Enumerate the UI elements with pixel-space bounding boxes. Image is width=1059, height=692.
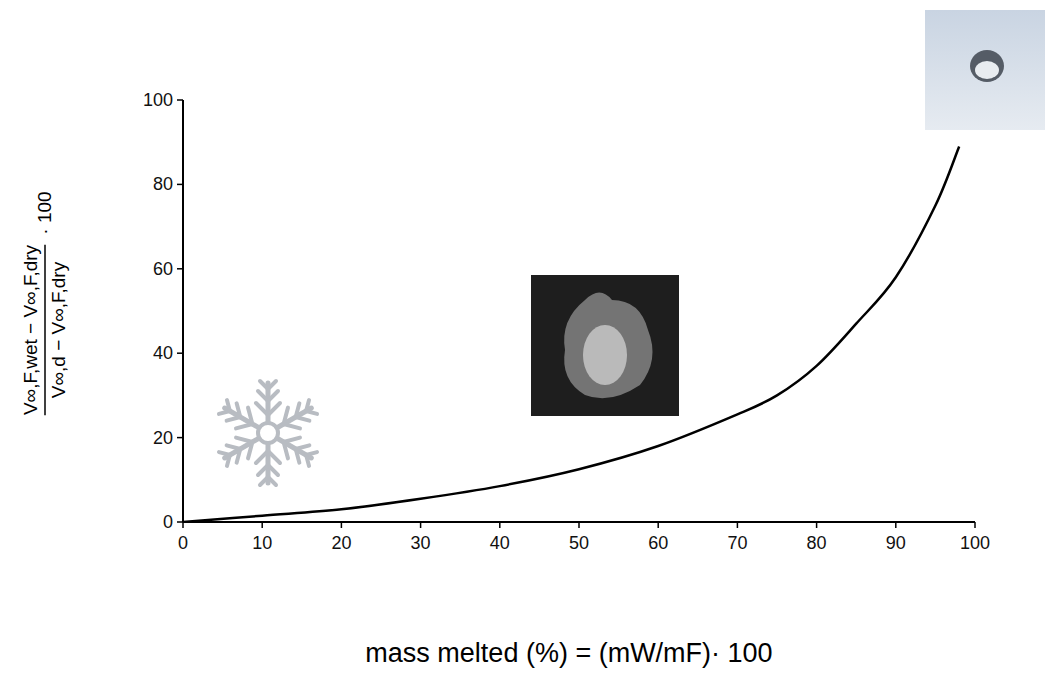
arm-branch [291, 403, 305, 417]
y-axis-title: V∞,F,wet − V∞,F,dry V∞,d − V∞,F,dry · 100 [20, 191, 69, 415]
melting-drop [583, 325, 627, 385]
x-tick-label: 70 [727, 533, 747, 553]
x-tick [578, 522, 580, 528]
x-tick-label: 60 [648, 533, 668, 553]
x-tick-label: 50 [569, 533, 589, 553]
x-tick [816, 522, 818, 528]
arm-branch [258, 465, 268, 475]
melting-crystal [564, 293, 652, 399]
droplet [970, 50, 1004, 82]
y-tick-label: 80 [153, 174, 173, 194]
arm-branch [268, 403, 280, 415]
arm-branch [223, 400, 234, 411]
melting-photo [531, 275, 679, 416]
x-tick [657, 522, 659, 528]
y-tick [177, 352, 183, 354]
x-tick-label: 10 [252, 533, 272, 553]
arm-branch [291, 449, 305, 463]
y-tick-label: 20 [153, 428, 173, 448]
y-tick-label: 100 [143, 90, 173, 110]
snowflake-icon [217, 381, 319, 485]
x-tick-label: 80 [807, 533, 827, 553]
x-tick-label: 100 [960, 533, 990, 553]
x-tick-label: 90 [886, 533, 906, 553]
y-tick-label: 60 [153, 259, 173, 279]
x-tick [420, 522, 422, 528]
x-tick-label: 20 [331, 533, 351, 553]
arm-branch [219, 448, 230, 459]
arm-branch [268, 465, 278, 475]
arm-branch [232, 403, 246, 417]
y-tick [177, 184, 183, 186]
x-tick-label: 0 [178, 533, 188, 553]
arm-branch [236, 432, 252, 448]
y-axis [182, 100, 184, 522]
arm-branch [256, 403, 268, 415]
y-tick-label: 0 [163, 512, 173, 532]
arm-branch [232, 449, 246, 463]
arm-branch [242, 408, 258, 424]
arm-branch [242, 442, 258, 458]
y-title-numerator: V∞,F,wet − V∞,F,dry [20, 244, 41, 415]
curve [183, 146, 959, 522]
x-tick [261, 522, 263, 528]
arm-branch [227, 440, 241, 454]
chart: 0 10 20 30 40 50 60 70 80 90 100 0 20 40 60 80 100 mass m… [0, 0, 1059, 692]
y-tick [177, 521, 183, 523]
x-tick-label: 30 [411, 533, 431, 553]
arm-branch [306, 407, 317, 418]
y-tick [177, 268, 183, 270]
arm-branch [256, 451, 268, 463]
x-tick [895, 522, 897, 528]
droplet-highlight [975, 61, 999, 79]
fraction-bar [44, 245, 46, 416]
arm-branch [302, 455, 313, 466]
x-tick-label: 40 [490, 533, 510, 553]
arm-branch [268, 381, 276, 389]
x-tick [182, 522, 184, 528]
arm-branch [284, 418, 300, 434]
y-title-denominator: V∞,d − V∞,F,dry [48, 261, 69, 398]
y-tick [177, 99, 183, 101]
x-tick [341, 522, 343, 528]
arm-branch [260, 477, 268, 485]
arm-branch [268, 451, 280, 463]
arm-branch [278, 408, 294, 424]
y-tick [177, 437, 183, 439]
y-title-factor: · 100 [34, 191, 55, 234]
plot-area [183, 146, 959, 522]
x-axis-title: mass melted (%) = (mW/mF)· 100 [365, 638, 772, 668]
snowflake-center [258, 423, 278, 443]
x-tick [974, 522, 976, 528]
y-tick-label: 40 [153, 343, 173, 363]
arm-branch [268, 391, 278, 401]
arm-branch [278, 442, 294, 458]
arm-branch [258, 391, 268, 401]
x-tick [499, 522, 501, 528]
arm-branch [296, 412, 310, 426]
x-tick [737, 522, 739, 528]
droplet-photo [925, 10, 1045, 130]
